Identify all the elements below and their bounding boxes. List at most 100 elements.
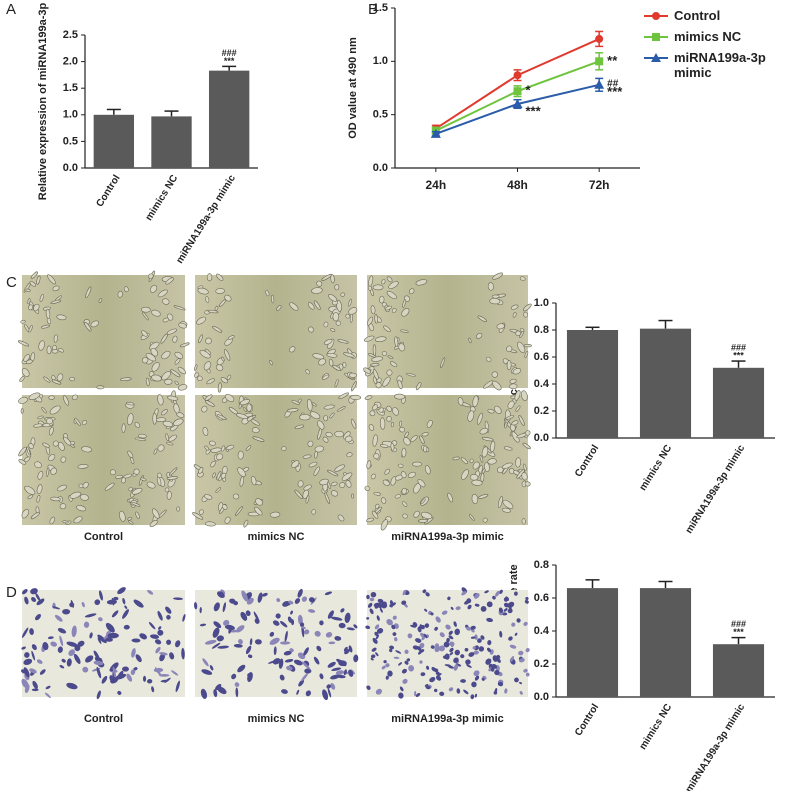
cell (401, 600, 407, 605)
cell (151, 309, 161, 317)
cell (154, 667, 162, 677)
cell (31, 596, 37, 602)
cell (373, 492, 381, 496)
cell (449, 641, 455, 647)
cell (370, 654, 376, 659)
cell (218, 299, 227, 307)
cell (27, 298, 31, 305)
cell (222, 602, 226, 613)
cell (178, 322, 187, 329)
significance: ### (731, 342, 746, 352)
cell (523, 463, 527, 471)
cell (205, 296, 210, 303)
cell (365, 625, 371, 630)
cell (148, 273, 154, 279)
cell (228, 335, 235, 340)
cell (450, 606, 454, 610)
cell (157, 610, 163, 621)
cell (481, 677, 485, 681)
cell (203, 361, 212, 371)
cell (176, 506, 180, 512)
cell (69, 376, 75, 382)
cell (249, 638, 253, 646)
cell (521, 518, 526, 525)
cell (375, 688, 383, 695)
cell (316, 280, 323, 287)
cell (308, 326, 314, 333)
legend-symbol (644, 12, 668, 20)
cell (303, 484, 312, 491)
y-tick-label: 0.0 (63, 162, 78, 174)
cell (435, 616, 441, 623)
legend-marker (652, 12, 660, 20)
cell (42, 442, 50, 448)
cell (373, 369, 379, 380)
cell (235, 687, 239, 698)
x-tick-label: mimics NC (638, 702, 675, 752)
cell (503, 446, 513, 451)
cell (435, 671, 440, 676)
cell (147, 589, 154, 595)
cell (382, 479, 390, 486)
cell (343, 352, 355, 358)
cell (35, 593, 41, 601)
cell (370, 363, 380, 367)
cell (332, 312, 340, 322)
cell (286, 665, 293, 671)
cell (291, 400, 300, 405)
cell (466, 626, 471, 631)
cell (235, 506, 243, 516)
cell (489, 440, 496, 453)
cell (417, 479, 426, 488)
cell (131, 501, 141, 507)
cell (200, 688, 208, 699)
cell (54, 614, 63, 622)
cell (351, 493, 354, 499)
cell (162, 298, 170, 305)
cell (147, 679, 153, 684)
bar (712, 367, 765, 438)
cell (465, 659, 471, 665)
cell (503, 608, 508, 612)
cell (370, 305, 376, 315)
cell (490, 666, 495, 672)
cell (34, 613, 42, 621)
cell (174, 640, 181, 648)
cell (331, 667, 342, 672)
cell (169, 652, 175, 660)
cell (262, 592, 268, 597)
cell (81, 420, 87, 426)
cell (157, 289, 168, 298)
cell (404, 431, 409, 438)
cell (398, 692, 404, 699)
cell (291, 460, 300, 468)
cell (460, 679, 466, 683)
cell (506, 360, 512, 371)
cell (106, 599, 118, 605)
cell (480, 606, 487, 612)
significance: ### (731, 619, 746, 629)
cell (323, 321, 329, 328)
cell (158, 674, 170, 677)
legend-symbol (644, 33, 668, 41)
cell (18, 446, 27, 457)
cell (237, 664, 246, 673)
cell (31, 644, 37, 651)
cell (372, 637, 378, 644)
cell (420, 624, 425, 630)
cell (45, 685, 51, 690)
cell (519, 691, 523, 695)
cell (28, 392, 41, 400)
cell (150, 347, 159, 357)
cell (173, 418, 184, 426)
cell (489, 298, 501, 305)
cell (514, 591, 518, 596)
cell (173, 305, 186, 311)
panel-label: D (6, 584, 17, 601)
cell (28, 304, 34, 311)
cell (159, 652, 168, 656)
y-tick-label: 1.5 (373, 2, 388, 14)
cell (374, 336, 387, 343)
cell (111, 610, 119, 618)
